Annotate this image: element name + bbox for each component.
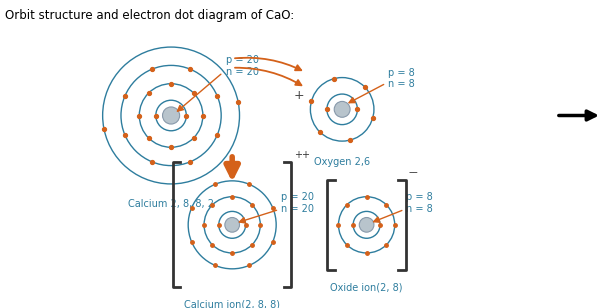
Text: ––: ––: [408, 167, 418, 177]
Text: Calcium ion(2, 8, 8): Calcium ion(2, 8, 8): [184, 300, 280, 308]
Text: Orbit structure and electron dot diagram of CaO:: Orbit structure and electron dot diagram…: [5, 9, 294, 22]
Text: p = 20
n = 20: p = 20 n = 20: [226, 55, 259, 77]
Ellipse shape: [225, 217, 240, 232]
Ellipse shape: [163, 107, 180, 124]
Text: p = 20
n = 20: p = 20 n = 20: [281, 192, 314, 214]
Text: Calcium 2, 8, 8, 2: Calcium 2, 8, 8, 2: [128, 199, 214, 209]
Text: p = 8
n = 8: p = 8 n = 8: [406, 192, 433, 214]
Text: Oxygen 2,6: Oxygen 2,6: [314, 156, 370, 167]
Text: Oxide ion(2, 8): Oxide ion(2, 8): [331, 282, 403, 292]
Ellipse shape: [334, 101, 350, 117]
Text: ++: ++: [294, 150, 310, 160]
Ellipse shape: [359, 217, 374, 232]
Text: +: +: [294, 89, 305, 102]
Text: p = 8
n = 8: p = 8 n = 8: [388, 68, 415, 89]
